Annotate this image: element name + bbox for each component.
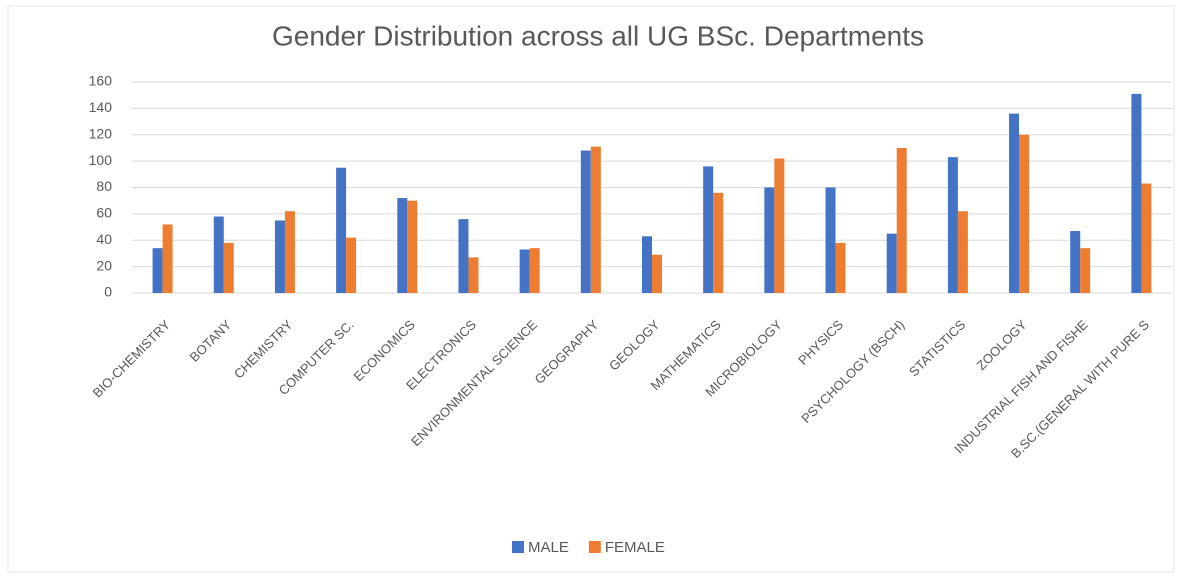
y-tick-label: 100 (89, 152, 113, 168)
bar (1009, 113, 1020, 294)
y-tick-label: 120 (89, 125, 113, 141)
bar (896, 147, 907, 293)
y-tick-label: 0 (104, 284, 112, 300)
bar (1019, 134, 1030, 293)
bar (407, 200, 418, 293)
bar (764, 187, 775, 293)
bar (1141, 183, 1152, 293)
y-tick-label: 160 (89, 73, 113, 89)
y-tick-label: 40 (96, 231, 112, 247)
bar (152, 248, 163, 293)
bar (529, 248, 540, 293)
chart-title: Gender Distribution across all UG BSc. D… (272, 20, 924, 51)
bar (213, 216, 224, 293)
bar (774, 158, 785, 293)
bar (274, 220, 285, 293)
bar (947, 157, 958, 293)
legend-label: MALE (528, 539, 569, 556)
bar (590, 146, 601, 293)
bar (519, 249, 530, 293)
bar (336, 167, 347, 293)
bar (162, 224, 173, 293)
y-tick-label: 80 (96, 178, 112, 194)
bar (825, 187, 836, 293)
legend-label: FEMALE (605, 539, 665, 556)
bar (346, 237, 357, 293)
bar (713, 192, 724, 293)
bar (642, 236, 652, 293)
bar (397, 198, 408, 293)
bar (1080, 248, 1091, 293)
bar (284, 211, 295, 293)
bar (957, 211, 968, 293)
bar (1070, 231, 1081, 293)
bar (886, 233, 897, 293)
bar (580, 150, 591, 293)
y-tick-label: 140 (89, 99, 113, 115)
bar (703, 166, 714, 293)
bar (458, 219, 469, 293)
bar (223, 242, 234, 293)
legend-swatch (512, 541, 524, 553)
bar (468, 257, 479, 293)
bar (835, 242, 846, 293)
bar (652, 254, 662, 293)
bar (1131, 93, 1142, 294)
legend-swatch (588, 541, 601, 553)
y-tick-label: 20 (96, 257, 112, 273)
y-tick-label: 60 (96, 205, 112, 221)
